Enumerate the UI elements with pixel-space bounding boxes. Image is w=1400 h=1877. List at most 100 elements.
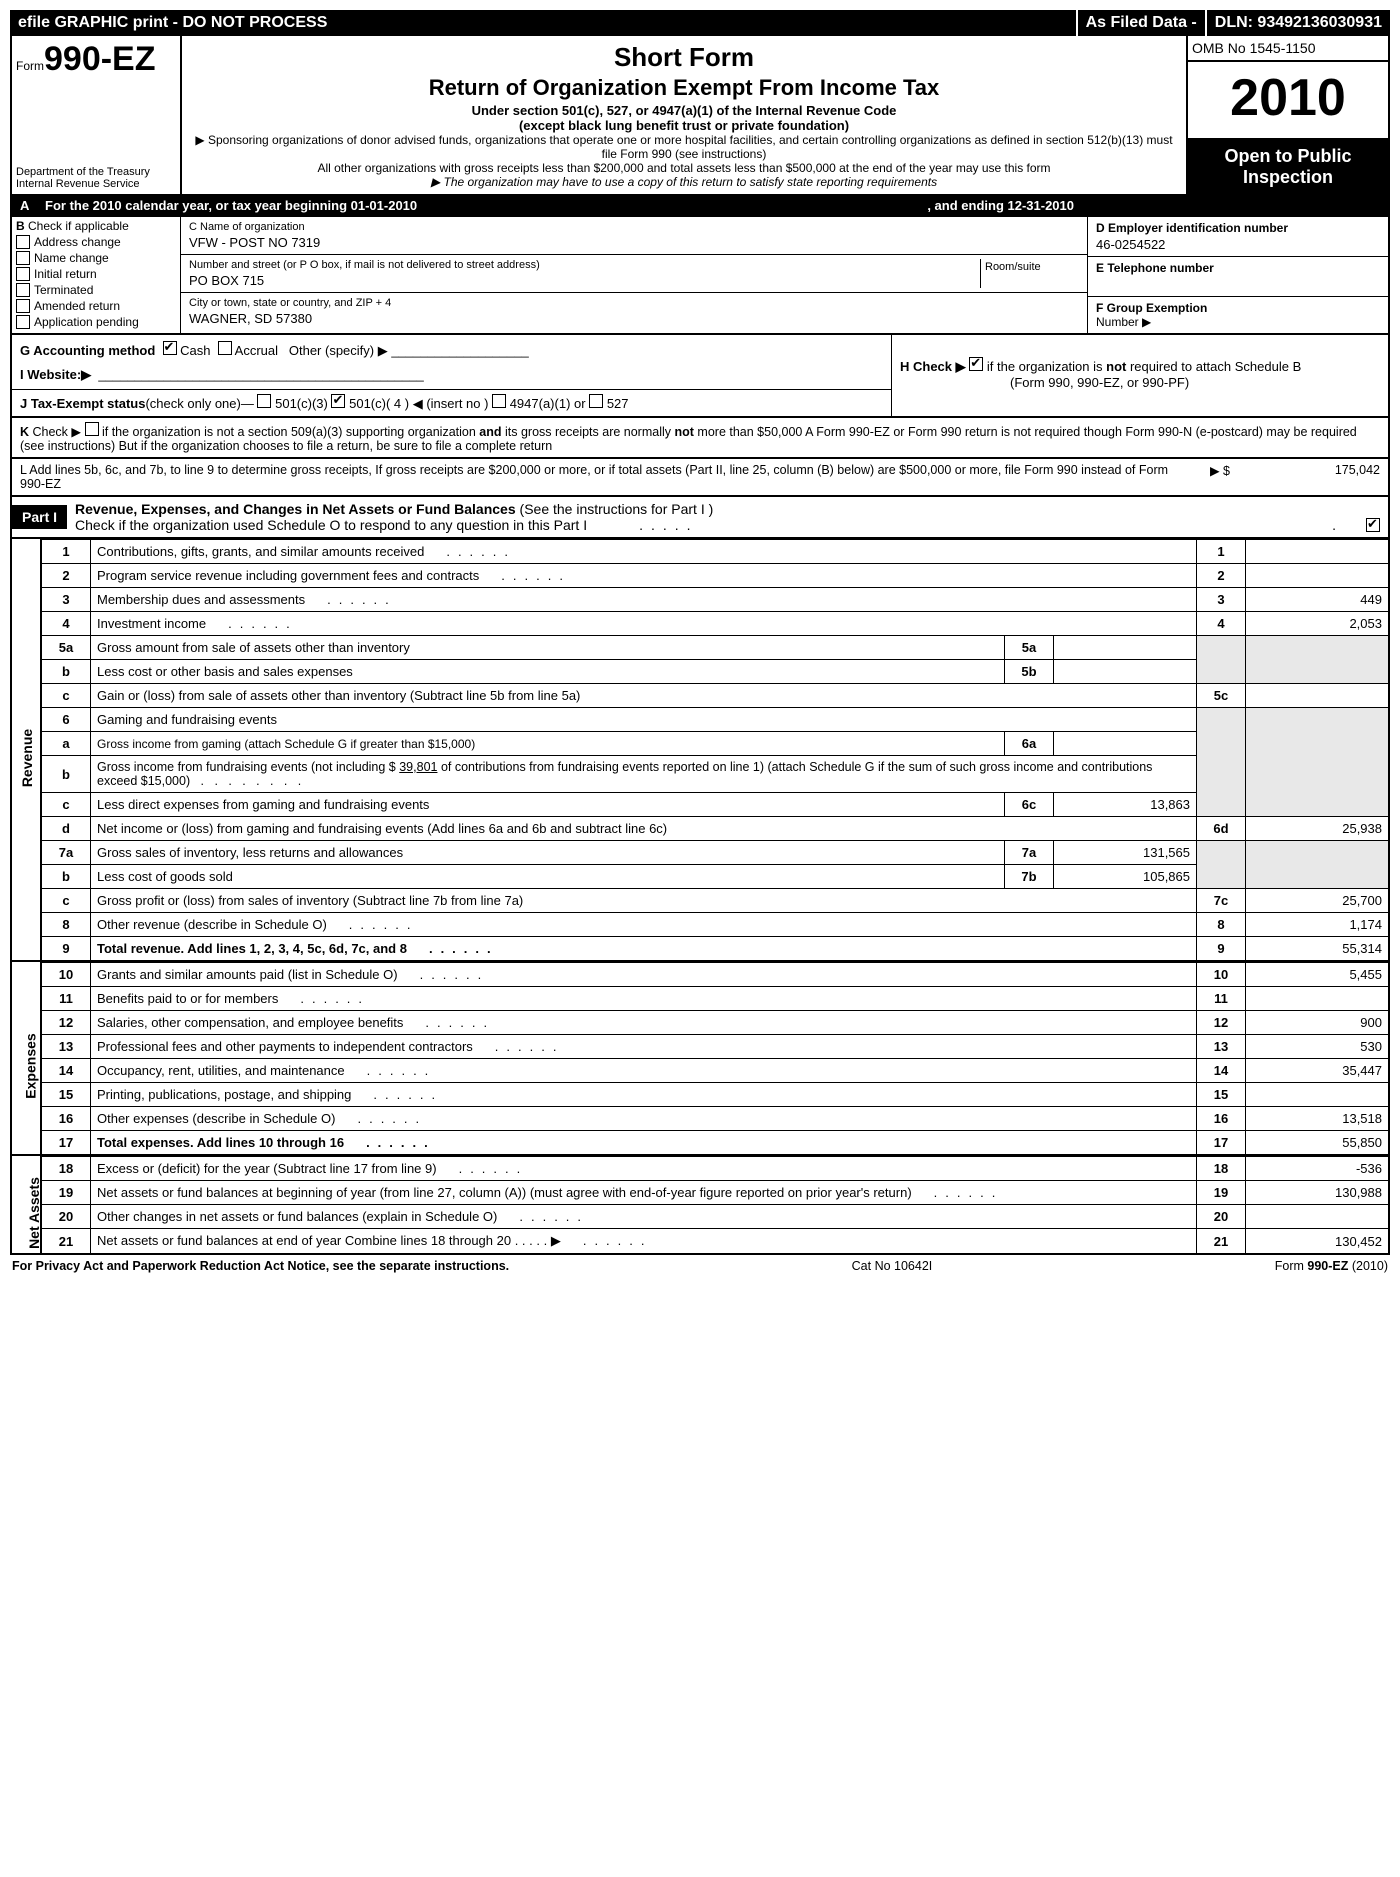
part-tag: Part I — [12, 505, 67, 529]
line-5a-text: Gross amount from sale of assets other t… — [91, 636, 1005, 660]
line-15-num: 15 — [41, 1083, 91, 1107]
line-6a-num: a — [41, 732, 91, 756]
check-4947[interactable] — [492, 394, 506, 408]
line-11-rn: 11 — [1197, 987, 1246, 1011]
check-cash[interactable] — [163, 341, 177, 355]
check-501c4[interactable] — [331, 394, 345, 408]
column-b: B Check if applicable Address change Nam… — [12, 217, 181, 333]
line-9-text: Total revenue. Add lines 1, 2, 3, 4, 5c,… — [91, 937, 1197, 962]
line-13-text: Professional fees and other payments to … — [91, 1035, 1197, 1059]
line-7b-in: 7b — [1005, 865, 1054, 889]
check-name-change[interactable] — [16, 251, 30, 265]
org-name: VFW - POST NO 7319 — [189, 235, 1079, 250]
title-return: Return of Organization Exempt From Incom… — [190, 75, 1178, 101]
subtitle-except: (except black lung benefit trust or priv… — [190, 118, 1178, 133]
line-5c-num: c — [41, 684, 91, 708]
footer-right: Form 990-EZ (2010) — [1275, 1259, 1388, 1273]
revenue-section: Revenue 1 Contributions, gifts, grants, … — [10, 539, 1390, 962]
ghij-block: G Accounting method Cash Accrual Other (… — [10, 335, 1390, 418]
check-amended[interactable] — [16, 299, 30, 313]
line-20-num: 20 — [41, 1205, 91, 1229]
netassets-table: 18 Excess or (deficit) for the year (Sub… — [40, 1156, 1390, 1255]
line-9-val: 55,314 — [1246, 937, 1390, 962]
line-1-rn: 1 — [1197, 540, 1246, 564]
line-5a-num: 5a — [41, 636, 91, 660]
check-h[interactable] — [969, 357, 983, 371]
line-6a-text: Gross income from gaming (attach Schedul… — [91, 732, 1005, 756]
line-14-rn: 14 — [1197, 1059, 1246, 1083]
label-address-change: Address change — [34, 235, 121, 249]
header-right: OMB No 1545-1150 2010 Open to Public Ins… — [1186, 36, 1388, 194]
line-5c-rn: 5c — [1197, 684, 1246, 708]
line-4-val: 2,053 — [1246, 612, 1390, 636]
ein-value: 46-0254522 — [1096, 237, 1380, 252]
line-5a-in: 5a — [1005, 636, 1054, 660]
line-16-val: 13,518 — [1246, 1107, 1390, 1131]
label-name-change: Name change — [34, 251, 109, 265]
line-5a-iv — [1054, 636, 1197, 660]
line-2-text: Program service revenue including govern… — [91, 564, 1197, 588]
line-9-num: 9 — [41, 937, 91, 962]
check-initial-return[interactable] — [16, 267, 30, 281]
line-13-num: 13 — [41, 1035, 91, 1059]
side-expenses: Expenses — [23, 1033, 39, 1098]
line-11-text: Benefits paid to or for members...... — [91, 987, 1197, 1011]
line-12-num: 12 — [41, 1011, 91, 1035]
line-5c-text: Gain or (loss) from sale of assets other… — [91, 684, 1197, 708]
omb-number: OMB No 1545-1150 — [1188, 36, 1388, 62]
line-5b-num: b — [41, 660, 91, 684]
line-13-val: 530 — [1246, 1035, 1390, 1059]
netassets-section: Net Assets 18 Excess or (deficit) for th… — [10, 1156, 1390, 1255]
line-10-val: 5,455 — [1246, 963, 1390, 987]
line-6c-iv: 13,863 — [1054, 793, 1197, 817]
line-2-rn: 2 — [1197, 564, 1246, 588]
line-6d-num: d — [41, 817, 91, 841]
header-mid: Short Form Return of Organization Exempt… — [182, 36, 1186, 194]
check-k[interactable] — [85, 422, 99, 436]
check-527[interactable] — [589, 394, 603, 408]
part-title: Revenue, Expenses, and Changes in Net As… — [67, 497, 1388, 537]
line-5c-val — [1246, 684, 1390, 708]
line-18-num: 18 — [41, 1157, 91, 1181]
line-19-rn: 19 — [1197, 1181, 1246, 1205]
line-15-text: Printing, publications, postage, and shi… — [91, 1083, 1197, 1107]
line-6c-in: 6c — [1005, 793, 1054, 817]
line-17-text: Total expenses. Add lines 10 through 16.… — [91, 1131, 1197, 1156]
line-18-rn: 18 — [1197, 1157, 1246, 1181]
open-to-public: Open to Public Inspection — [1188, 140, 1388, 194]
line-17-num: 17 — [41, 1131, 91, 1156]
l-arrow: ▶ $ — [1170, 463, 1230, 491]
check-501c3[interactable] — [257, 394, 271, 408]
fine-print-1: ▶ Sponsoring organizations of donor advi… — [190, 133, 1178, 161]
line-16-text: Other expenses (describe in Schedule O).… — [91, 1107, 1197, 1131]
line-7a-text: Gross sales of inventory, less returns a… — [91, 841, 1005, 865]
line-7a-in: 7a — [1005, 841, 1054, 865]
topbar-mid: As Filed Data - — [1076, 10, 1207, 36]
line-11-val — [1246, 987, 1390, 1011]
row-l: L Add lines 5b, 6c, and 7b, to line 9 to… — [10, 459, 1390, 497]
label-501c4: 501(c)( 4 ) — [349, 396, 409, 411]
label-other: Other (specify) ▶ — [289, 343, 388, 358]
label-4947: 4947(a)(1) or — [510, 396, 586, 411]
d-label: D Employer identification number — [1096, 221, 1288, 235]
open-line1: Open to Public — [1188, 146, 1388, 167]
c-city-label: City or town, state or country, and ZIP … — [189, 297, 1079, 309]
j-insert: ◀ (insert no ) — [413, 396, 489, 411]
line-6a-in: 6a — [1005, 732, 1054, 756]
check-address-change[interactable] — [16, 235, 30, 249]
check-accrual[interactable] — [218, 341, 232, 355]
line-20-text: Other changes in net assets or fund bala… — [91, 1205, 1197, 1229]
line-3-val: 449 — [1246, 588, 1390, 612]
expenses-table: 10 Grants and similar amounts paid (list… — [40, 962, 1390, 1156]
check-app-pending[interactable] — [16, 315, 30, 329]
line-7c-rn: 7c — [1197, 889, 1246, 913]
line-10-text: Grants and similar amounts paid (list in… — [91, 963, 1197, 987]
line-21-num: 21 — [41, 1229, 91, 1255]
line-6d-val: 25,938 — [1246, 817, 1390, 841]
line-1-val — [1246, 540, 1390, 564]
check-terminated[interactable] — [16, 283, 30, 297]
line-3-text: Membership dues and assessments...... — [91, 588, 1197, 612]
i-label: I Website:▶ — [20, 367, 91, 382]
check-schedule-o[interactable] — [1366, 518, 1380, 532]
label-cash: Cash — [180, 343, 210, 358]
